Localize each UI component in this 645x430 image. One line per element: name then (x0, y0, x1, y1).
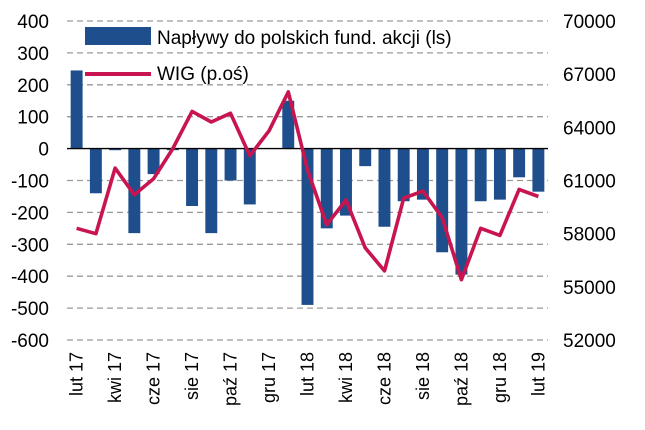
bar (436, 148, 449, 253)
legend-line-label: WIG (p.oś) (157, 64, 249, 85)
legend: Napływy do polskich fund. akcji (ls) WIG… (85, 27, 452, 85)
bar (128, 148, 141, 234)
bar (147, 148, 160, 175)
wig-line (76, 90, 540, 282)
left-tick-label: -600 (11, 331, 49, 352)
right-axis-ticks: 70000 67000 64000 61000 58000 55000 52000 (563, 12, 616, 352)
bar (474, 148, 487, 202)
bar (301, 148, 314, 305)
left-tick-label: 300 (17, 44, 49, 65)
x-tick-label: cze 18 (374, 352, 394, 405)
left-tick-label: 0 (38, 140, 49, 161)
right-tick-label: 64000 (563, 118, 616, 139)
bar (70, 70, 83, 149)
bar (186, 148, 199, 207)
legend-bar-label: Napływy do polskich fund. akcji (ls) (157, 28, 452, 49)
left-tick-label: -500 (11, 299, 49, 320)
right-tick-label: 70000 (563, 12, 616, 33)
bar (378, 148, 391, 227)
bar (320, 148, 333, 229)
left-tick-label: -100 (11, 172, 49, 193)
x-tick-label: sie 18 (413, 352, 433, 400)
x-tick-label: gru 18 (490, 352, 510, 403)
bar (340, 148, 352, 216)
bar-series (70, 70, 545, 305)
left-axis-ticks: 400 300 200 100 0 -100 -200 -300 -400 -500 -600 (11, 12, 49, 352)
x-tick-label: lut 19 (528, 352, 548, 396)
x-tick-label: paź 17 (221, 352, 241, 406)
x-axis-ticks: lut 17 kwi 17 cze 17 sie 17 paź 17 gru 17 lut … (67, 352, 549, 406)
x-tick-label: paź 18 (451, 352, 471, 406)
left-tick-label: -300 (11, 235, 49, 256)
legend-bar-swatch (85, 27, 151, 45)
bar (224, 148, 237, 181)
x-tick-label: cze 17 (144, 352, 164, 405)
bar (282, 100, 295, 149)
x-tick-label: lut 18 (298, 352, 318, 396)
x-tick-label: gru 17 (259, 352, 279, 403)
right-tick-label: 58000 (563, 225, 616, 246)
bar (359, 148, 372, 167)
x-tick-label: kwi 18 (336, 352, 356, 403)
right-tick-label: 61000 (563, 172, 616, 193)
bar (243, 148, 256, 205)
left-tick-label: 100 (17, 108, 49, 129)
bar (89, 148, 102, 194)
bar (513, 148, 526, 178)
left-tick-label: -200 (11, 203, 49, 224)
bar (397, 148, 410, 202)
right-tick-label: 55000 (563, 278, 616, 299)
right-tick-label: 67000 (563, 65, 616, 86)
bar (455, 148, 468, 275)
line-series (76, 90, 540, 282)
bar (416, 148, 429, 200)
right-tick-label: 52000 (563, 331, 616, 352)
x-tick-label: lut 17 (67, 352, 87, 396)
left-tick-label: 400 (17, 12, 49, 33)
x-tick-label: sie 17 (182, 352, 202, 400)
bar (109, 148, 122, 151)
left-tick-label: -400 (11, 267, 49, 288)
x-tick-label: kwi 17 (105, 352, 125, 403)
bar (205, 148, 218, 234)
bar (532, 148, 545, 192)
bar (493, 148, 506, 200)
left-tick-label: 200 (17, 76, 49, 97)
